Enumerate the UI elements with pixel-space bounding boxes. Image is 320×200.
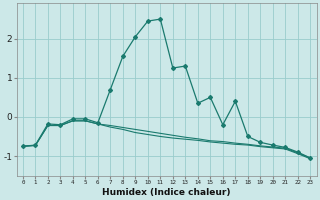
X-axis label: Humidex (Indice chaleur): Humidex (Indice chaleur) <box>102 188 231 197</box>
